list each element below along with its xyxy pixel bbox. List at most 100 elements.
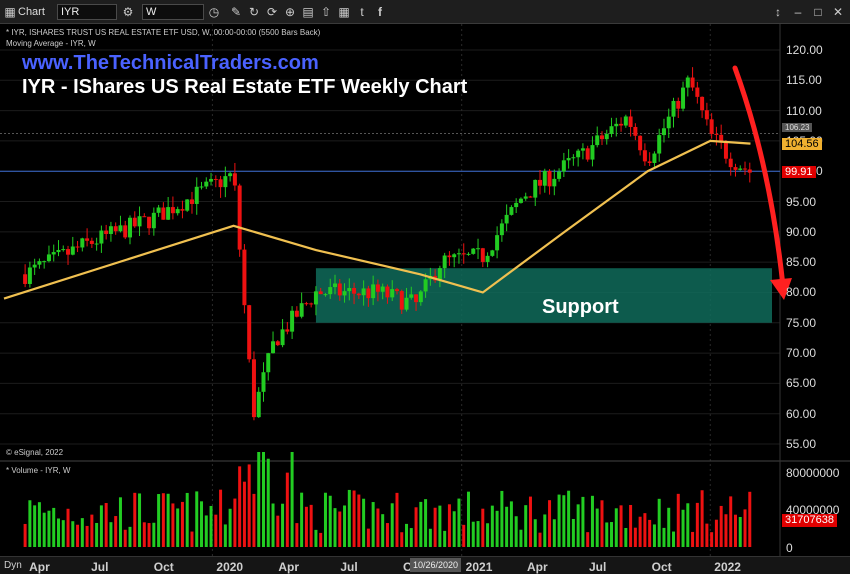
candle-body xyxy=(218,179,223,188)
candle-body xyxy=(514,202,519,208)
volume-bar xyxy=(424,499,428,547)
candle-body xyxy=(557,171,562,179)
volume-bar xyxy=(509,501,513,547)
candle-body xyxy=(614,123,619,127)
volume-bar xyxy=(552,519,556,547)
volume-bar xyxy=(486,523,490,547)
volume-bar xyxy=(90,514,94,547)
clock-icon[interactable]: ◷ xyxy=(208,5,220,19)
chart-canvas[interactable] xyxy=(0,24,850,556)
candle-body xyxy=(251,359,256,418)
volume-bar xyxy=(28,500,32,547)
candle-body xyxy=(700,96,705,111)
candle-body xyxy=(142,216,147,218)
candle-body xyxy=(638,135,643,151)
candle-body xyxy=(590,145,595,160)
pencil-icon[interactable]: ✎ xyxy=(230,5,242,19)
volume-bar xyxy=(66,508,70,547)
volume-bar xyxy=(748,491,752,547)
layout-icon[interactable]: ▤ xyxy=(302,5,314,19)
volume-bar xyxy=(71,521,75,547)
candle-body xyxy=(538,179,543,186)
candle-body xyxy=(423,279,428,292)
volume-bar xyxy=(99,505,103,547)
candle-body xyxy=(323,294,328,296)
volume-bar xyxy=(652,524,656,547)
twitter-icon[interactable]: t xyxy=(360,5,364,19)
volume-bar xyxy=(605,522,609,547)
candle-body xyxy=(347,288,352,292)
volume-bar xyxy=(343,505,347,547)
volume-bar xyxy=(409,528,413,547)
candle-body xyxy=(228,173,233,177)
candle-body xyxy=(485,255,490,262)
volume-bar xyxy=(381,514,385,547)
volume-bar xyxy=(223,524,227,547)
date-label: 2021 xyxy=(465,560,493,574)
candle-body xyxy=(380,286,385,292)
candle-body xyxy=(561,160,566,172)
candle-body xyxy=(714,133,719,135)
symbol-input[interactable]: IYR xyxy=(57,4,117,20)
resize-icon[interactable]: ↕ xyxy=(775,5,781,19)
interval-select[interactable]: W xyxy=(142,4,204,20)
volume-bar xyxy=(681,509,685,547)
volume-bar xyxy=(624,527,628,547)
volume-bar xyxy=(23,523,27,547)
volume-bar xyxy=(85,525,89,547)
volume-bar xyxy=(171,503,175,547)
volume-bar xyxy=(195,491,199,547)
settings-icon[interactable]: ⚙ xyxy=(122,5,134,19)
volume-bar xyxy=(142,522,146,547)
volume-bar xyxy=(257,452,261,547)
candle-body xyxy=(285,329,290,332)
price-tick-label: 95.00 xyxy=(786,194,817,209)
arrow-layer xyxy=(732,65,792,300)
candle-body xyxy=(194,186,199,204)
close-icon[interactable]: ✕ xyxy=(832,5,844,19)
volume-bar xyxy=(200,501,204,547)
volume-bar xyxy=(47,510,51,547)
volume-bar xyxy=(323,492,327,547)
candle-body xyxy=(681,87,686,109)
volume-bar xyxy=(705,523,709,547)
candle-body xyxy=(628,116,633,127)
volume-bar xyxy=(548,500,552,547)
volume-bar xyxy=(733,514,737,547)
volume-bar xyxy=(152,522,156,547)
cycle-icon[interactable]: ↻ xyxy=(248,5,260,19)
volume-bar xyxy=(261,452,265,547)
volume-bar xyxy=(581,496,585,547)
refresh-icon[interactable]: ⟳ xyxy=(266,5,278,19)
candle-body xyxy=(371,284,376,299)
share-icon[interactable]: ⇧ xyxy=(320,5,332,19)
candle-body xyxy=(85,238,90,241)
esignal-label: © eSignal, 2022 xyxy=(6,448,64,457)
zoom-icon[interactable]: ⊕ xyxy=(284,5,296,19)
candle-body xyxy=(128,217,132,238)
volume-bar xyxy=(114,516,118,547)
date-axis[interactable]: Dyn AprJulOct2020AprJulOct2021AprJulOct2… xyxy=(0,556,850,574)
date-label: Jul xyxy=(91,560,109,574)
minimize-icon[interactable]: – xyxy=(794,5,802,19)
candle-body xyxy=(137,216,142,227)
volume-bar xyxy=(104,503,108,547)
candle-body xyxy=(709,119,714,134)
candle-body xyxy=(66,249,71,255)
grid-icon[interactable]: ▦ xyxy=(338,5,350,19)
candle-body xyxy=(499,223,504,236)
candle-body xyxy=(204,181,209,187)
dyn-button[interactable]: Dyn xyxy=(4,560,22,571)
volume-bar xyxy=(443,530,447,547)
candle-body xyxy=(719,134,724,143)
chart-info-line: * IYR, ISHARES TRUST US REAL ESTATE ETF … xyxy=(6,28,321,37)
volume-bar xyxy=(80,518,84,547)
maximize-icon[interactable]: □ xyxy=(814,5,822,19)
candle-body xyxy=(209,178,214,182)
volume-bar xyxy=(128,526,132,547)
volume-bar xyxy=(52,507,56,547)
facebook-icon[interactable]: f xyxy=(378,5,382,19)
candle-body xyxy=(342,291,347,296)
candle-body xyxy=(633,126,638,136)
date-label: Jul xyxy=(588,560,607,574)
